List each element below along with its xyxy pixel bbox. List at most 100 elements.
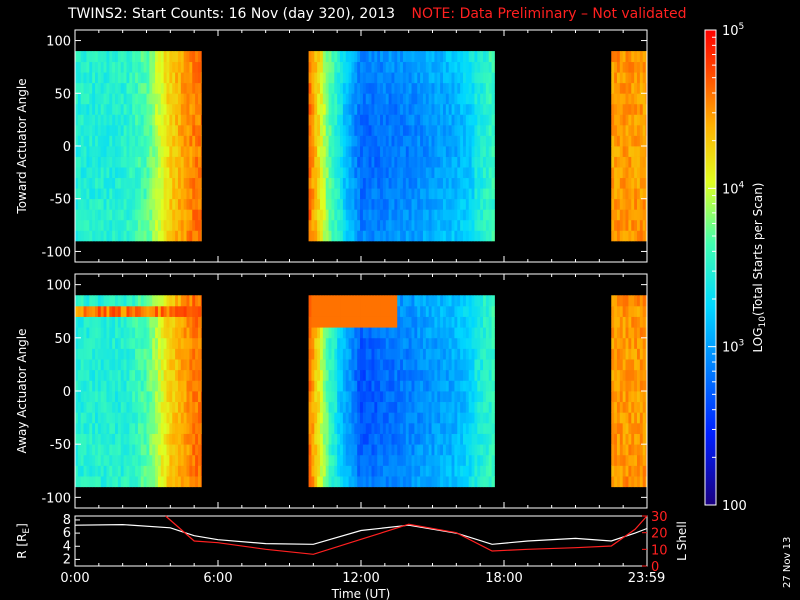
heatmap-cell [625,433,629,445]
heatmap-cell [80,444,84,456]
heatmap-cell [368,135,372,147]
heatmap-cell [103,82,107,94]
heatmap-cell [425,348,430,360]
heatmap-cell [106,465,110,477]
heatmap-cell [137,454,142,466]
heatmap-cell [463,337,467,349]
heatmap-cell [342,61,347,73]
heatmap-cell [442,209,447,221]
heatmap-cell [342,93,347,105]
heatmap-cell [428,114,432,126]
heatmap-cell [391,433,395,445]
heatmap-cell [109,412,113,424]
heatmap-cell [448,305,452,317]
heatmap-cell [340,103,344,115]
heatmap-cell [368,61,372,73]
heatmap-cell [100,124,104,136]
heatmap-cell [639,369,644,381]
heatmap-cell [311,198,315,210]
heatmap-cell [117,391,122,403]
heatmap-cell [155,337,159,349]
heatmap-cell [80,209,84,221]
heatmap-cell [117,82,122,94]
heatmap-cell [420,465,424,477]
heatmap-cell [388,476,392,488]
heatmap-cell [408,230,412,242]
heatmap-cell [483,305,487,317]
heatmap-cell [440,82,444,94]
heatmap-cell [100,454,104,466]
heatmap-cell [460,316,464,328]
heatmap-cell [340,135,344,147]
heatmap-cell [183,51,187,63]
heatmap-cell [334,93,338,105]
heatmap-cell [468,188,472,200]
heatmap-cell [471,369,475,381]
heatmap-cell [169,412,173,424]
heatmap-cell [377,188,381,200]
heatmap-cell [149,188,153,200]
heatmap-cell [611,209,615,221]
heatmap-cell [308,380,312,392]
heatmap-cell [351,380,355,392]
heatmap-cell [425,454,430,466]
heatmap-cell [614,369,618,381]
heatmap-cell [132,422,136,434]
heatmap-cell [129,369,133,381]
l-shell-tick-label: 0 [651,560,659,575]
heatmap-cell [485,380,490,392]
heatmap-cell [411,61,415,73]
heatmap-cell [628,82,632,94]
heatmap-cell [377,72,381,84]
heatmap-cell [200,124,202,136]
heatmap-cell [132,114,136,126]
heatmap-cell [77,305,82,317]
heatmap-cell [414,422,418,434]
heatmap-cell [619,327,624,339]
heatmap-cell [471,391,475,403]
heatmap-cell [192,305,196,317]
heatmap-cell [320,305,324,317]
heatmap-cell [103,391,107,403]
heatmap-cell [457,93,461,105]
heatmap-cell [126,209,130,221]
heatmap-cell [388,305,392,317]
heatmap-cell [117,146,122,157]
heatmap-cell [463,156,467,168]
heatmap-cell [388,444,392,456]
heatmap-cell [172,146,176,157]
heatmap-cell [135,391,139,403]
heatmap-cell [197,93,202,105]
heatmap-cell [357,103,361,115]
heatmap-cell [377,422,381,434]
heatmap-cell [420,198,424,210]
heatmap-cell [388,348,392,360]
heatmap-cell [622,209,626,221]
heatmap-cell [351,177,355,189]
heatmap-cell [628,454,632,466]
heatmap-cell [97,51,102,63]
heatmap-cell [331,156,335,168]
heatmap-cell [394,198,398,210]
heatmap-cell [103,135,107,147]
heatmap-cell [129,401,133,413]
heatmap-cell [622,61,626,73]
heatmap-cell [135,444,139,456]
heatmap-cell [140,380,145,392]
heatmap-cell [451,198,455,210]
heatmap-cell [442,476,447,488]
heatmap-cell [402,188,407,200]
heatmap-cell [351,135,355,147]
heatmap-cell [86,401,90,413]
heatmap-cell [625,465,629,477]
heatmap-cell [175,380,179,392]
heatmap-cell [405,219,410,231]
heatmap-cell [334,103,338,115]
heatmap-cell [354,177,358,189]
heatmap-cell [357,61,361,73]
heatmap-cell [374,454,378,466]
heatmap-cell [619,295,624,307]
heatmap-cell [106,444,110,456]
heatmap-cell [345,454,350,466]
heatmap-cell [483,359,487,371]
